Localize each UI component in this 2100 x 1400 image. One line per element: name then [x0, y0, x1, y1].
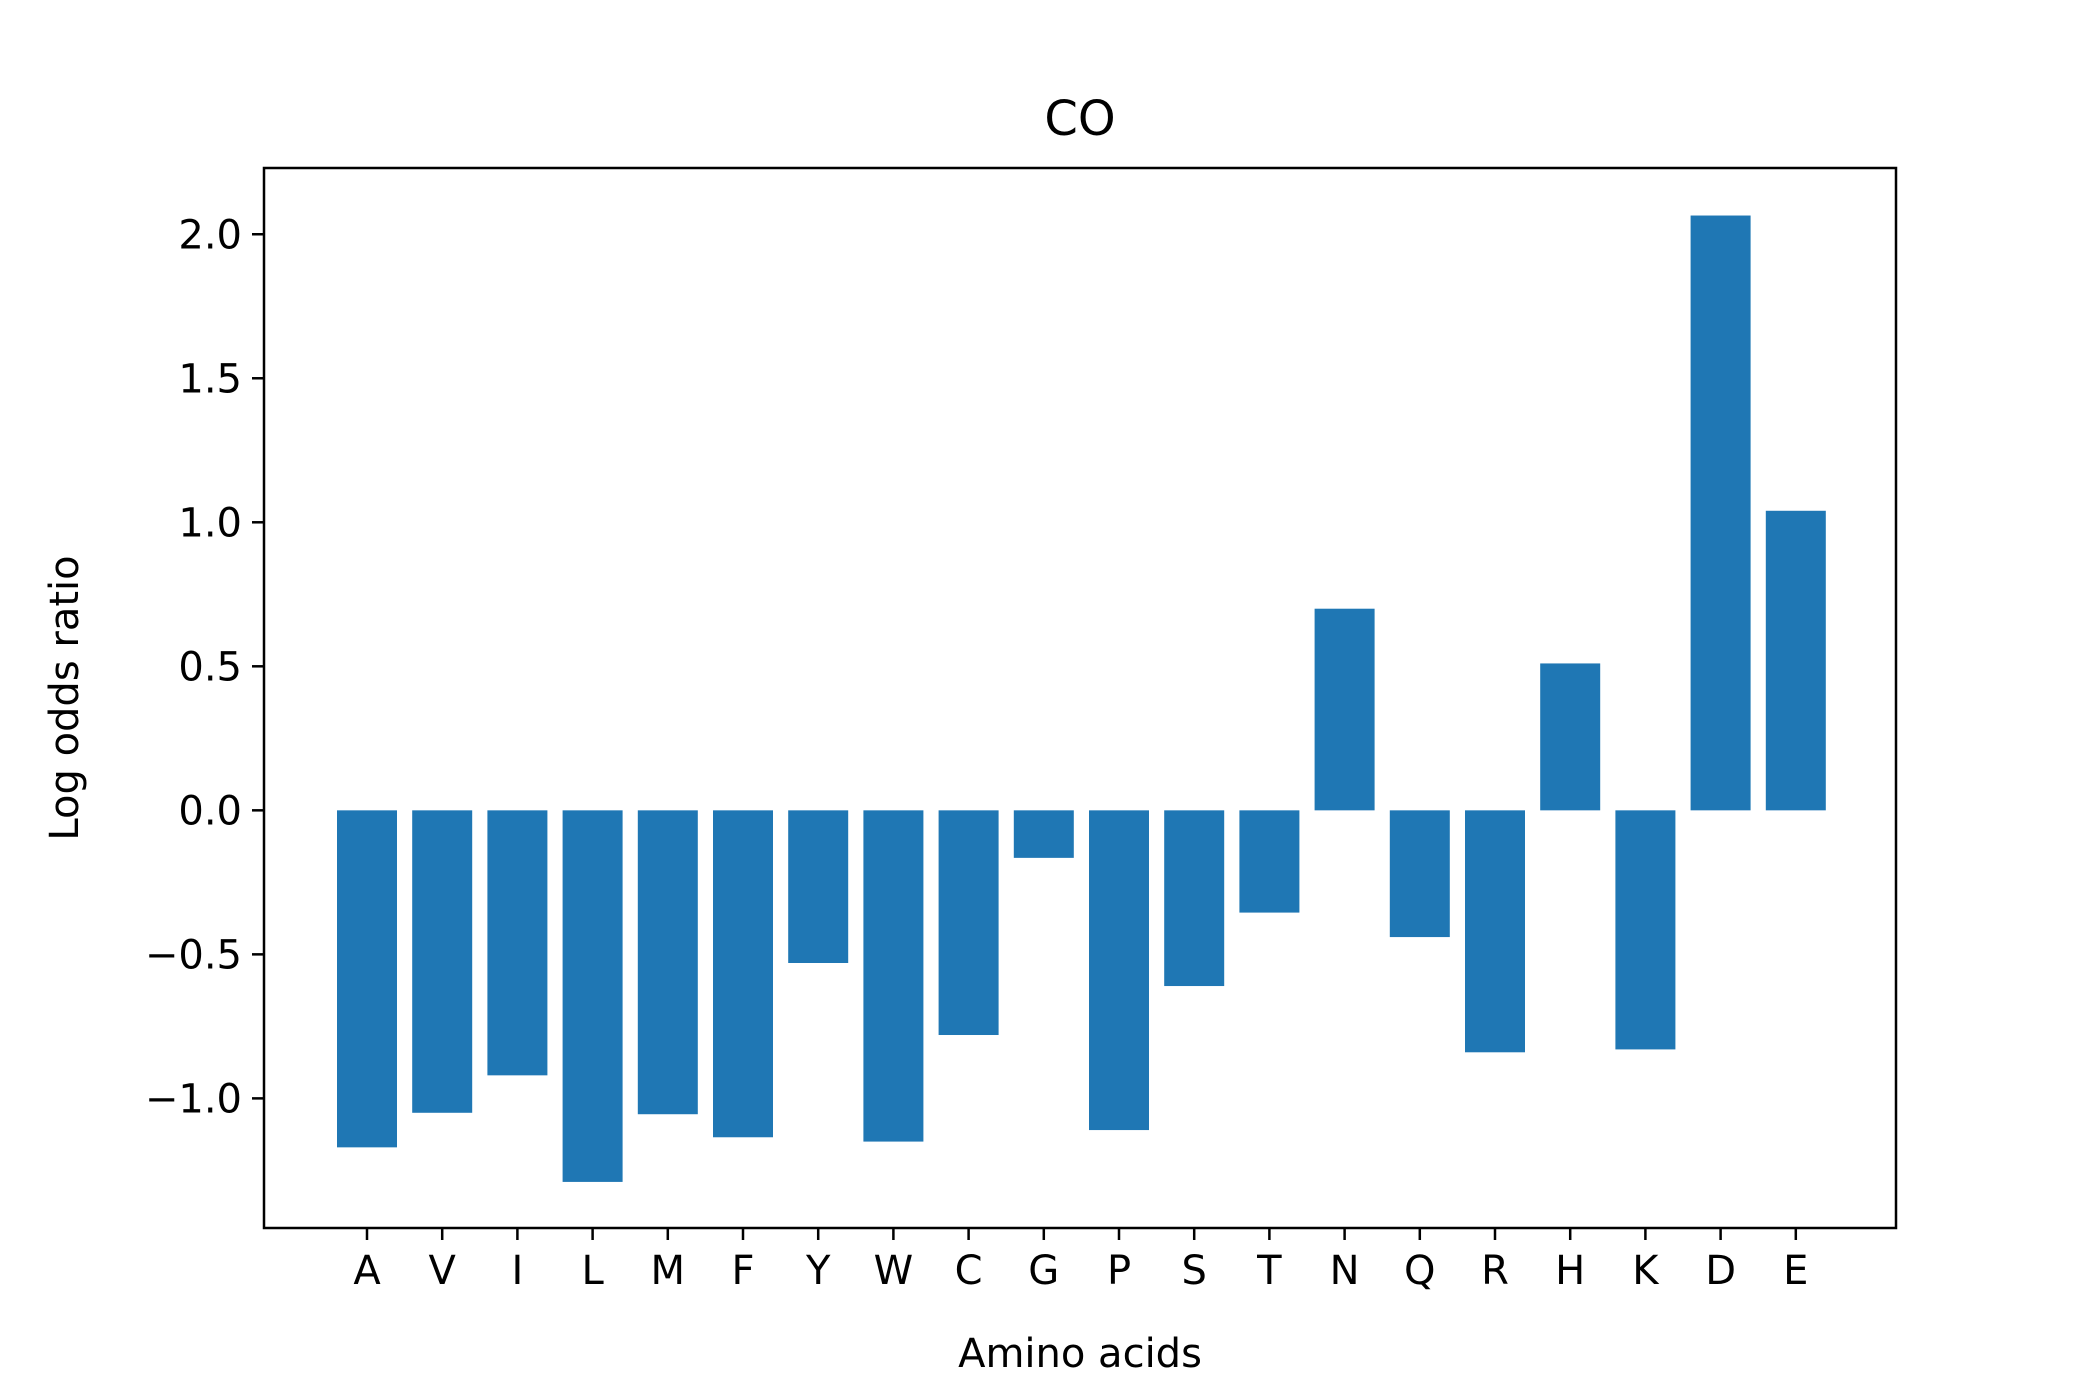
bar-E: [1765, 510, 1826, 811]
x-tick-label-R: R: [1481, 1248, 1509, 1294]
bar-Y: [788, 810, 849, 963]
bar-T: [1239, 810, 1300, 913]
y-tick-label: −1.0: [145, 1076, 242, 1122]
bar-P: [1089, 810, 1149, 1131]
x-tick-label-P: P: [1107, 1248, 1131, 1294]
x-tick-label-A: A: [353, 1248, 381, 1294]
bar-D: [1690, 215, 1751, 811]
bar-L: [562, 810, 623, 1182]
plot-area-frame: [262, 166, 1898, 1230]
bar-H: [1540, 663, 1601, 811]
x-tick-label-H: H: [1555, 1248, 1585, 1294]
x-tick-label-I: I: [512, 1248, 524, 1294]
x-tick-label-G: G: [1028, 1248, 1059, 1294]
y-tick-label: 0.0: [178, 788, 242, 834]
x-tick-label-K: K: [1632, 1248, 1660, 1294]
y-axis: 2.0 1.5 1.0 0.5 0.0 −0.5 −1.0: [145, 212, 264, 1122]
x-tick-label-V: V: [429, 1248, 457, 1294]
x-tick-label-E: E: [1783, 1248, 1808, 1294]
bar-K: [1615, 810, 1676, 1050]
x-axis-label: Amino acids: [958, 1331, 1202, 1377]
x-tick-label-Q: Q: [1404, 1248, 1435, 1294]
bar-M: [637, 810, 698, 1115]
bar-S: [1164, 810, 1225, 987]
y-tick-label: −0.5: [145, 932, 242, 978]
x-tick-label-S: S: [1182, 1248, 1207, 1294]
y-tick-label: 2.0: [178, 212, 242, 258]
bar-I: [487, 810, 548, 1076]
chart-title: CO: [1044, 91, 1115, 147]
x-tick-label-L: L: [581, 1248, 604, 1294]
x-tick-label-Y: Y: [805, 1248, 831, 1294]
x-tick-label-N: N: [1330, 1248, 1360, 1294]
x-tick-label-C: C: [955, 1248, 983, 1294]
bar-R: [1465, 810, 1525, 1053]
bars-group: [337, 215, 1826, 1182]
x-tick-label-T: T: [1256, 1248, 1282, 1294]
x-tick-label-F: F: [731, 1248, 754, 1294]
bar-C: [938, 810, 999, 1036]
bar-V: [412, 810, 473, 1113]
bar-Q: [1389, 810, 1450, 938]
y-tick-label: 0.5: [178, 644, 242, 690]
y-tick-label: 1.5: [178, 356, 242, 402]
x-tick-label-D: D: [1705, 1248, 1736, 1294]
bar-W: [863, 810, 924, 1142]
bar-A: [337, 810, 397, 1148]
bar-G: [1013, 810, 1074, 858]
bar-N: [1314, 608, 1375, 811]
y-tick-label: 1.0: [178, 500, 242, 546]
y-axis-label: Log odds ratio: [42, 555, 88, 840]
bar-F: [713, 810, 773, 1138]
x-tick-label-W: W: [874, 1248, 914, 1294]
x-tick-label-M: M: [651, 1248, 686, 1294]
